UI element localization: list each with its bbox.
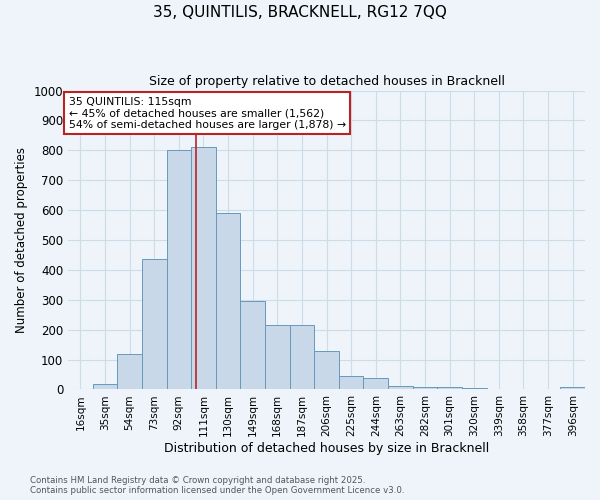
Bar — [437, 387, 462, 390]
Bar — [241, 302, 265, 390]
Bar — [364, 378, 388, 390]
Bar — [191, 148, 216, 390]
Text: 35, QUINTILIS, BRACKNELL, RG12 7QQ: 35, QUINTILIS, BRACKNELL, RG12 7QQ — [153, 5, 447, 20]
Bar — [167, 150, 191, 390]
Bar — [560, 388, 585, 390]
Bar — [487, 388, 511, 390]
Title: Size of property relative to detached houses in Bracknell: Size of property relative to detached ho… — [149, 75, 505, 88]
Bar — [511, 388, 536, 390]
Bar — [462, 388, 487, 390]
Y-axis label: Number of detached properties: Number of detached properties — [15, 147, 28, 333]
Text: 35 QUINTILIS: 115sqm
← 45% of detached houses are smaller (1,562)
54% of semi-de: 35 QUINTILIS: 115sqm ← 45% of detached h… — [68, 96, 346, 130]
X-axis label: Distribution of detached houses by size in Bracknell: Distribution of detached houses by size … — [164, 442, 489, 455]
Bar — [314, 350, 339, 390]
Bar — [290, 325, 314, 390]
Bar — [388, 386, 413, 390]
Text: Contains HM Land Registry data © Crown copyright and database right 2025.
Contai: Contains HM Land Registry data © Crown c… — [30, 476, 404, 495]
Bar — [117, 354, 142, 390]
Bar — [413, 387, 437, 390]
Bar — [92, 384, 117, 390]
Bar — [142, 260, 167, 390]
Bar — [216, 213, 241, 390]
Bar — [265, 325, 290, 390]
Bar — [339, 376, 364, 390]
